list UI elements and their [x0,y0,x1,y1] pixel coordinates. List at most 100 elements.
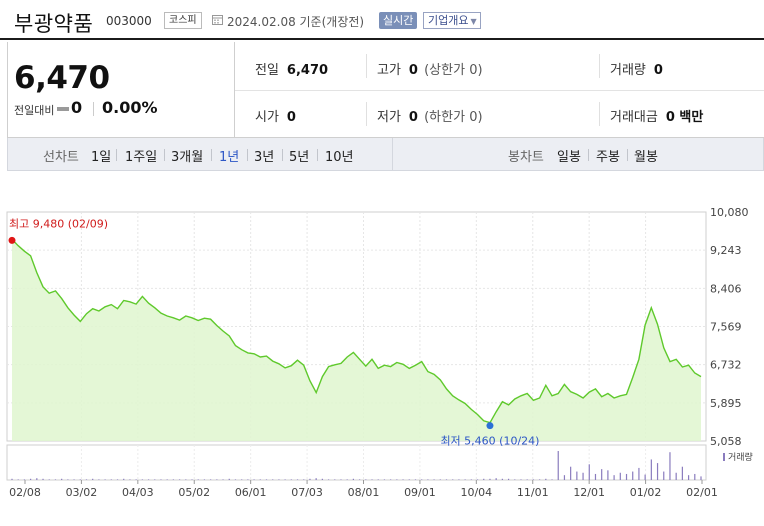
col-divider [599,102,600,126]
period-1y[interactable]: 1년 [219,150,240,165]
line-chart-label: 선차트 [43,150,79,165]
market-badge: 코스피 [164,12,202,29]
lower-limit: (하한가 0) [424,110,483,125]
period-10y[interactable]: 10년 [325,150,354,165]
period-3y[interactable]: 3년 [254,150,275,165]
volume-bar [582,472,584,480]
candle-weekly[interactable]: 주봉 [596,150,620,165]
high-cell: 고가 0 (상한가 0) [377,59,483,78]
x-tick-label: 02/08 [9,486,41,499]
x-tick-label: 01/02 [630,486,662,499]
price-line [11,238,702,424]
high-marker [8,236,16,244]
divider [282,149,283,161]
low-annotation: 최저 5,460 (10/24) [440,435,539,448]
volume-value: 0 [653,63,663,78]
volume-bar [520,479,522,480]
volume-bar [576,471,578,480]
current-price: 6,470 [14,60,110,96]
period-1d[interactable]: 1일 [91,150,112,165]
volume-bar [54,479,57,480]
volume-bar [383,479,386,480]
x-tick-label: 08/01 [348,486,380,499]
volume-bar [315,478,317,480]
open-cell: 시가 0 [255,106,296,125]
open-label: 시가 [255,110,279,125]
x-tick-label: 09/01 [404,486,436,499]
company-info-dropdown[interactable]: 기업개요 ▼ [423,12,481,29]
volume-cell: 거래량 0 [610,59,663,78]
volume-bar [216,479,218,480]
price-chart-svg: 10,080 9,243 8,406 7,569 6,732 5,895 5,058 02/0… [6,206,749,499]
volume-bar [414,479,417,480]
change-label: 전일대비 [14,104,55,117]
x-tick-label: 03/02 [66,486,98,499]
volume-bar [588,464,590,480]
volume-bar [123,478,125,480]
period-5y[interactable]: 5년 [289,150,310,165]
volume-bar [601,469,603,480]
col-divider [366,54,367,78]
divider [116,149,117,161]
stock-header: 부광약품 003000 코스피 2024.02.08 기준(개장전) 실시간 기… [0,0,764,40]
volume-bar [421,479,423,480]
period-selector: 선차트 1일 1주일 3개월 1년 3년 5년 10년 봉차트 일봉 주봉 월봉 [7,138,764,171]
volume-bar [321,478,323,480]
stock-name: 부광약품 [14,12,94,36]
realtime-button[interactable]: 실시간 [379,12,418,29]
divider [211,149,212,161]
volume-bar [408,479,410,480]
volume-bar [23,479,26,480]
volume-bar [507,478,510,480]
low-marker [486,422,494,430]
high-label: 고가 [377,63,401,78]
volume-bar [42,478,44,480]
high-annotation: 최고 9,480 (02/09) [9,217,108,230]
price-area [12,239,701,441]
period-1w[interactable]: 1주일 [125,150,158,165]
volume-bar [650,459,652,480]
amount-label: 거래대금 [610,110,658,125]
volume-bar [483,478,485,480]
volume-bar [675,472,677,480]
volume-bar [259,479,261,480]
volume-bar [178,479,181,480]
volume-bar [340,479,342,480]
y-tick-label: 9,243 [710,244,742,257]
volume-bar [532,479,535,480]
low-cell: 저가 0 (하한가 0) [377,106,483,125]
candle-daily[interactable]: 일봉 [557,150,581,165]
volume-bar [191,479,193,480]
volume-bar [36,478,38,480]
volume-bar [570,466,572,480]
candle-monthly[interactable]: 월봉 [634,150,658,165]
amount-cell: 거래대금 0 백만 [610,106,703,125]
volume-bar [11,478,13,480]
volume-bar [359,479,361,480]
divider [317,149,318,161]
volume-bar [67,479,69,480]
change-value: 0 [71,98,83,117]
volume-bar [222,479,224,480]
volume-bar [129,479,131,480]
period-3m[interactable]: 3개월 [171,150,204,165]
volume-bar [687,475,690,480]
col-divider [599,54,600,78]
panel-divider [392,138,393,171]
volume-label: 거래량 [610,63,646,78]
divider [247,149,248,161]
y-tick-label: 5,058 [710,435,742,448]
price-chart[interactable]: 10,080 9,243 8,406 7,569 6,732 5,895 5,058 02/0… [0,195,764,526]
volume-bar [203,479,206,480]
x-tick-label: 11/01 [517,486,549,499]
volume-bar [303,479,305,480]
high-value: 0 [408,63,418,78]
volume-bar [85,479,88,480]
volume-bar [210,479,212,480]
volume-bar [296,479,299,480]
volume-bar [135,479,137,480]
volume-bar [663,471,665,480]
volume-bar [247,479,249,480]
volume-bar [92,478,94,480]
prev-close-value: 6,470 [286,63,329,78]
